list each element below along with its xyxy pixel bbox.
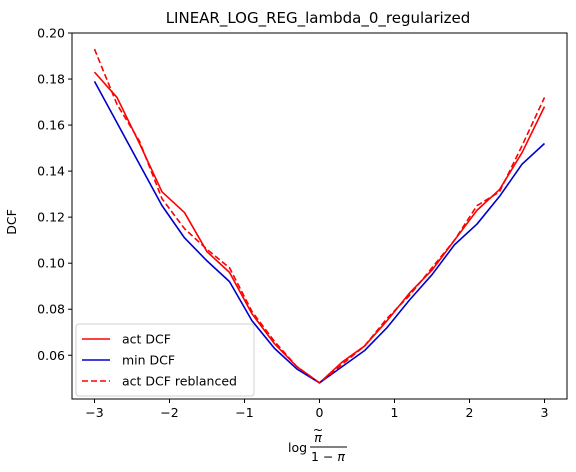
y-tick-label: 0.16 [37,118,65,133]
y-tick-label: 0.12 [37,210,65,225]
y-axis-label: DCF [4,209,19,235]
y-ticks: 0.06 0.08 0.10 0.12 0.14 0.16 0.18 0.20 [37,26,72,363]
x-axis-label: log π ~ 1 − π [288,422,347,464]
x-tick-label: 1 [391,405,399,420]
plot-area: −3 −2 −1 0 1 2 3 0.060.080.100.120.140.160.180… [37,26,568,420]
y-tick-label: 0.20 [37,26,65,41]
x-axis-label-log: log [288,440,307,455]
legend-label: act DCF reblanced [122,374,237,389]
x-ticks: −3 −2 −1 0 1 2 3 [85,399,548,420]
x-tick-label: 3 [541,405,549,420]
x-axis-label-denominator: 1 − π [311,449,345,464]
y-tick-label: 0.08 [37,302,65,317]
legend-box [75,323,255,397]
chart-title: LINEAR_LOG_REG_lambda_0_regularized [166,9,471,28]
x-tick-label: 2 [466,405,474,420]
x-tick-label: 0 [316,405,324,420]
x-tick-label: −2 [160,405,178,420]
x-axis-label-numerator: π [314,430,322,445]
series-layer [93,48,546,384]
x-tick-label: −1 [235,405,253,420]
x-axis-label-tilde: ~ [313,422,323,437]
legend: act DCF min DCF act DCF reblanced [75,323,255,397]
y-tick-label: 0.10 [37,256,65,271]
x-tick-label: −3 [85,405,103,420]
legend-label: min DCF [122,353,175,368]
y-tick-label: 0.18 [37,72,65,87]
series-line-act-dcf-reblanced [93,48,546,384]
y-tick-label: 0.14 [37,164,65,179]
y-tick-label: 0.06 [37,348,65,363]
legend-label: act DCF [122,332,171,347]
